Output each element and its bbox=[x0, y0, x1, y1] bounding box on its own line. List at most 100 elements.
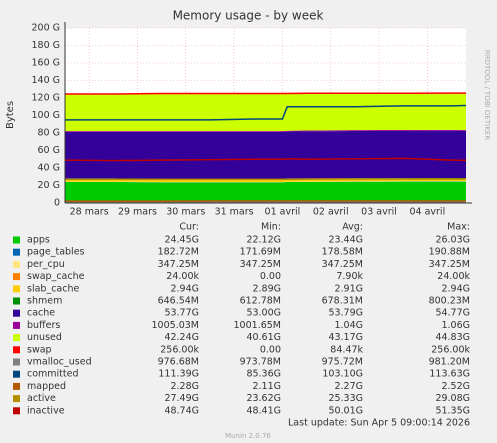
legend-swatch bbox=[13, 358, 20, 366]
line bbox=[65, 104, 467, 121]
stat-header: Avg: bbox=[342, 222, 363, 233]
stat-value: 2.89G bbox=[252, 283, 281, 294]
x-tick-label: 28 mars bbox=[70, 207, 109, 218]
stat-value: 53.77G bbox=[164, 308, 199, 319]
stat-value: 2.28G bbox=[170, 381, 199, 392]
stat-value: 50.01G bbox=[328, 405, 363, 416]
stat-value: 24.00k bbox=[437, 271, 470, 282]
version: Munin 2.0.76 bbox=[225, 432, 271, 440]
y-tick-label: 80 G bbox=[38, 128, 60, 139]
legend-label: active bbox=[27, 393, 56, 404]
y-tick-label: 140 G bbox=[31, 75, 60, 86]
legend-label: per_cpu bbox=[27, 259, 65, 270]
stat-header: Cur: bbox=[179, 222, 199, 233]
x-tick-label: 29 mars bbox=[118, 207, 157, 218]
stat-value: 1001.65M bbox=[234, 320, 281, 331]
stat-value: 800.23M bbox=[429, 296, 470, 307]
legend-label: committed bbox=[27, 369, 79, 380]
stat-value: 44.83G bbox=[435, 332, 470, 343]
stat-value: 1.06G bbox=[441, 320, 470, 331]
stat-value: 678.31M bbox=[322, 296, 363, 307]
legend-swatch bbox=[13, 297, 20, 305]
side-label: RRDTOOL / TOBI OETIKER bbox=[483, 50, 491, 140]
stat-value: 23.44G bbox=[328, 235, 363, 246]
stat-value: 42.24G bbox=[164, 332, 199, 343]
stat-value: 85.36G bbox=[246, 369, 281, 380]
legend-swatch bbox=[13, 309, 20, 317]
legend-swatch bbox=[13, 260, 20, 268]
stat-value: 40.61G bbox=[246, 332, 281, 343]
stat-value: 111.39G bbox=[158, 369, 199, 380]
stat-value: 2.11G bbox=[252, 381, 281, 392]
legend-label: unused bbox=[27, 332, 62, 343]
stat-value: 22.12G bbox=[246, 235, 281, 246]
legend-label: swap_cache bbox=[27, 271, 85, 282]
stat-value: 51.35G bbox=[435, 405, 470, 416]
stat-value: 2.27G bbox=[334, 381, 363, 392]
stat-value: 182.72M bbox=[158, 247, 199, 258]
y-tick-label: 40 G bbox=[38, 163, 60, 174]
legend-label: buffers bbox=[27, 320, 60, 331]
y-tick-label: 160 G bbox=[31, 58, 60, 69]
legend-label: swap bbox=[27, 344, 52, 355]
stat-value: 53.79G bbox=[328, 308, 363, 319]
stat-value: 178.58M bbox=[322, 247, 363, 258]
legend-swatch bbox=[13, 407, 20, 415]
y-tick-label: 60 G bbox=[38, 145, 60, 156]
x-tick-label: 31 mars bbox=[215, 207, 254, 218]
stat-value: 84.47k bbox=[330, 344, 363, 355]
stat-value: 612.78M bbox=[240, 296, 281, 307]
stat-header: Min: bbox=[261, 222, 281, 233]
area bbox=[65, 130, 466, 179]
area bbox=[65, 129, 466, 133]
legend-swatch bbox=[13, 395, 20, 403]
stat-value: 25.33G bbox=[328, 393, 363, 404]
y-tick-label: 100 G bbox=[31, 110, 60, 121]
stat-value: 256.00k bbox=[431, 344, 470, 355]
stat-value: 171.69M bbox=[240, 247, 281, 258]
legend-swatch bbox=[13, 321, 20, 329]
stat-value: 48.41G bbox=[246, 405, 281, 416]
y-tick-label: 180 G bbox=[31, 40, 60, 51]
y-axis-label: Bytes bbox=[5, 101, 16, 129]
stat-value: 1.04G bbox=[334, 320, 363, 331]
stat-value: 43.17G bbox=[328, 332, 363, 343]
stat-value: 2.94G bbox=[441, 283, 470, 294]
area bbox=[65, 181, 466, 183]
stat-value: 976.68M bbox=[158, 357, 199, 368]
stat-value: 190.88M bbox=[429, 247, 470, 258]
legend-swatch bbox=[13, 334, 20, 342]
footer: Last update: Sun Apr 5 09:00:14 2026 bbox=[288, 418, 470, 429]
legend-label: vmalloc_used bbox=[27, 357, 92, 368]
legend-label: cache bbox=[27, 308, 55, 319]
x-tick-label: 01 avril bbox=[265, 207, 301, 218]
legend-swatch bbox=[13, 370, 20, 378]
legend-label: apps bbox=[27, 235, 50, 246]
legend-label: page_tables bbox=[27, 247, 85, 258]
legend-label: shmem bbox=[27, 296, 62, 307]
chart-title: Memory usage - by week bbox=[173, 9, 324, 23]
line bbox=[64, 157, 467, 162]
stat-value: 103.10G bbox=[322, 369, 363, 380]
stat-value: 24.00k bbox=[166, 271, 199, 282]
y-tick-label: 20 G bbox=[38, 180, 60, 191]
legend-label: slab_cache bbox=[27, 283, 79, 294]
x-tick-label: 04 avril bbox=[409, 207, 445, 218]
y-tick-label: 120 G bbox=[31, 93, 60, 104]
stat-value: 54.77G bbox=[435, 308, 470, 319]
stat-value: 646.54M bbox=[158, 296, 199, 307]
stat-value: 0.00 bbox=[260, 271, 281, 282]
stat-value: 981.20M bbox=[429, 357, 470, 368]
y-tick-label: 0 bbox=[54, 198, 60, 209]
area bbox=[65, 93, 466, 132]
stat-value: 2.52G bbox=[441, 381, 470, 392]
stat-value: 1005.03M bbox=[152, 320, 199, 331]
stat-value: 24.45G bbox=[164, 235, 199, 246]
stat-value: 347.25M bbox=[240, 259, 281, 270]
stat-value: 53.00G bbox=[246, 308, 281, 319]
stat-value: 113.63G bbox=[429, 369, 470, 380]
line bbox=[65, 92, 466, 95]
stat-value: 256.00k bbox=[160, 344, 199, 355]
stat-value: 973.78M bbox=[240, 357, 281, 368]
